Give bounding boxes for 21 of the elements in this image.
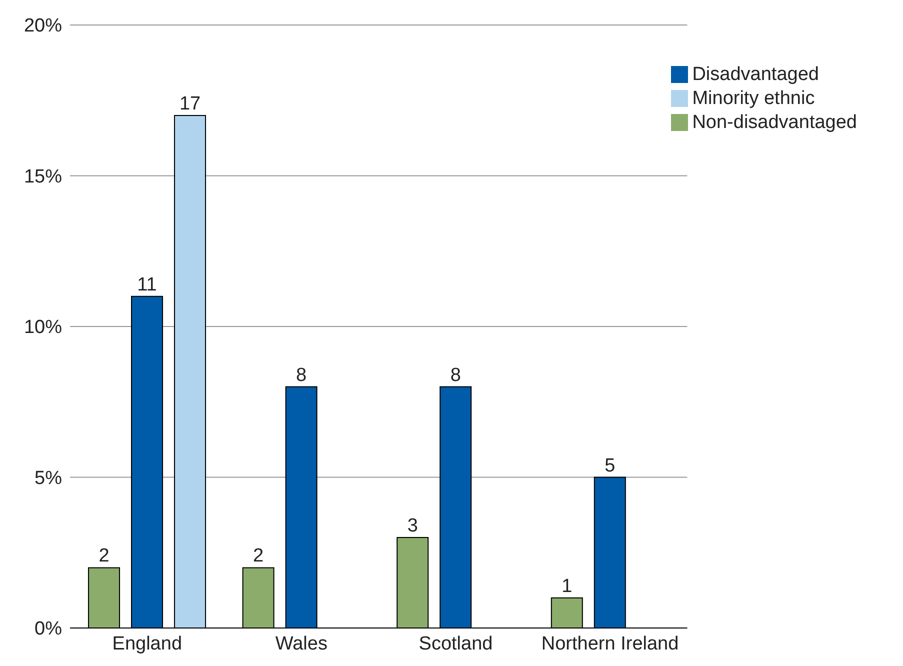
data-label: 11 [137, 274, 157, 296]
data-label: 8 [450, 364, 461, 386]
data-label: 8 [296, 364, 307, 386]
legend-label: Minority ethnic [692, 88, 815, 109]
legend-label: Disadvantaged [692, 64, 819, 85]
data-label: 2 [253, 546, 264, 567]
y-tick-label: 20% [24, 16, 62, 37]
legend-label: Non-disadvantaged [692, 112, 857, 133]
data-label: 1 [562, 576, 572, 597]
data-label: 5 [604, 455, 616, 476]
x-tick-label: England [112, 633, 182, 654]
x-tick-label: Wales [275, 633, 328, 654]
x-tick-label: Scotland [418, 633, 493, 654]
data-label: 17 [179, 93, 201, 114]
y-tick-label: 10% [24, 317, 62, 338]
x-tick-label: Northern Ireland [541, 633, 679, 654]
data-label: 2 [98, 546, 110, 567]
y-tick-label: 5% [34, 468, 62, 489]
y-tick-label: 15% [24, 166, 62, 188]
y-tick-label: 0% [34, 618, 62, 640]
data-label: 3 [407, 516, 418, 537]
